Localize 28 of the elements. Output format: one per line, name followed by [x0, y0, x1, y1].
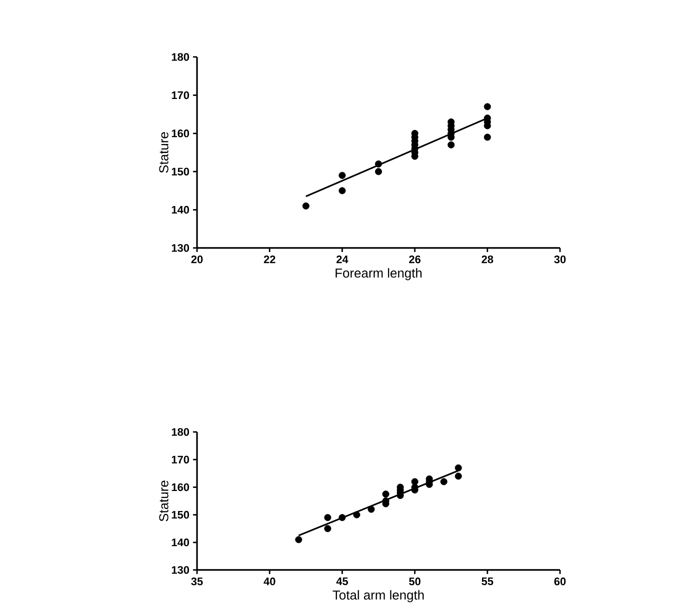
y-tick-label: 140 — [172, 538, 190, 546]
x-tick-label: 20 — [191, 256, 203, 264]
x-axis-title: Forearm length — [336, 268, 422, 280]
x-tick-label: 28 — [482, 256, 494, 264]
y-axis-title: Stature — [159, 132, 168, 173]
x-tick-label: 60 — [554, 578, 566, 586]
y-tick-label: 150 — [172, 510, 190, 519]
y-axis-title: Stature — [159, 480, 168, 522]
y-tick-label: 170 — [172, 456, 190, 464]
y-tick-label: 130 — [172, 566, 190, 574]
x-tick-label: 26 — [409, 256, 421, 264]
y-tick-label: 160 — [172, 130, 190, 138]
x-tick-label: 45 — [336, 578, 348, 586]
y-tick-label: 130 — [172, 244, 190, 252]
y-tick-label: 160 — [172, 483, 190, 492]
y-tick-label: 140 — [172, 206, 190, 214]
x-tick-label: 35 — [191, 578, 203, 586]
x-tick-label: 30 — [554, 256, 566, 264]
x-axis-title: Total arm length — [332, 590, 424, 602]
x-tick-label: 50 — [409, 578, 420, 586]
y-tick-label: 170 — [172, 91, 190, 100]
x-tick-label: 40 — [264, 578, 276, 586]
x-tick-label: 24 — [336, 256, 348, 264]
y-tick-label: 150 — [172, 168, 190, 176]
x-tick-label: 22 — [264, 256, 276, 264]
x-tick-label: 55 — [482, 578, 494, 586]
y-tick-label: 180 — [172, 428, 190, 436]
y-tick-label: 180 — [172, 53, 190, 61]
